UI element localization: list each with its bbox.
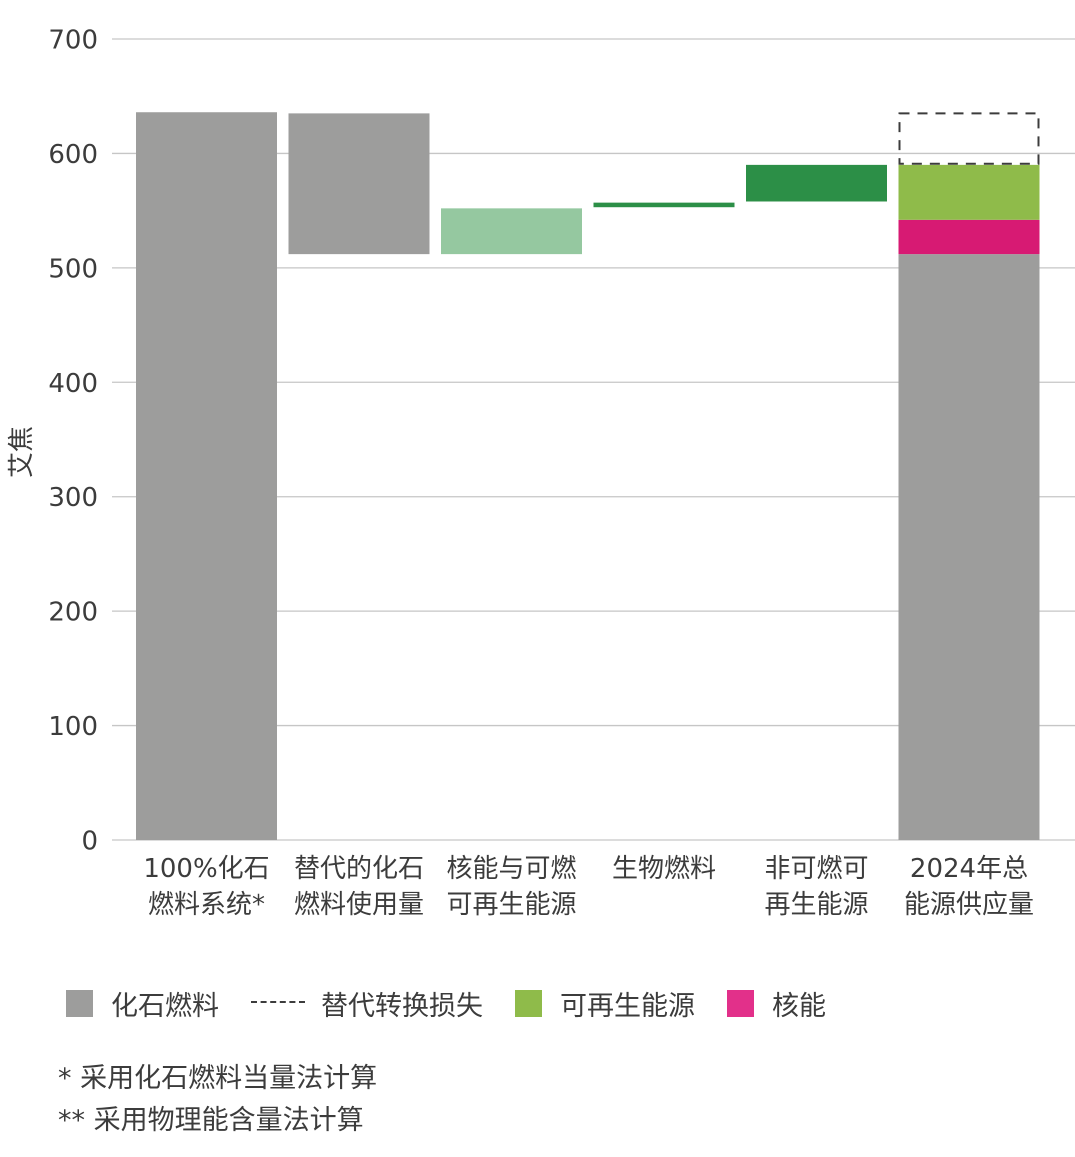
category-label: 非可燃可 [764,854,868,884]
y-tick-label: 500 [48,254,98,284]
footnote-2: ** 采用物理能含量法计算 [58,1105,364,1136]
y-axis-ticks: 0 100 200 300 400 500 600 700 [48,26,98,857]
bar-segment [898,254,1040,840]
legend-item-fossil: 化石燃料 [66,984,219,1023]
y-tick-label: 400 [48,369,98,399]
legend-swatch-renewables [515,989,542,1017]
category-label: 核能与可燃 [446,854,576,884]
legend-label-renewables: 可再生能源 [560,990,695,1022]
category-label: 可再生能源 [446,890,576,920]
bar-segment [898,164,1040,220]
category-label: 生物燃料 [612,854,716,884]
legend-label-conversion-loss: 替代转换损失 [321,990,483,1022]
category-label: 2024年总 [910,854,1028,884]
legend-label-fossil: 化石燃料 [111,990,219,1022]
bar [288,113,430,255]
category-label: 100%化石 [143,854,269,884]
bar [136,112,277,841]
bars [136,112,1040,841]
legend-swatch-nuclear [727,989,754,1017]
legend-item-renewables: 可再生能源 [515,984,695,1023]
legend-item-conversion-loss: 替代转换损失 [251,984,483,1023]
category-label: 燃料系统* [148,890,265,920]
y-tick-label: 200 [48,598,98,628]
category-label: 能源供应量 [904,890,1034,920]
category-label: 燃料使用量 [294,890,424,920]
bar [441,208,582,255]
conversion-loss-dashed-box [898,112,1040,165]
y-tick-label: 700 [48,26,98,56]
y-tick-label: 600 [48,140,98,170]
category-label: 再生能源 [764,890,868,920]
footnote-1: * 采用化石燃料当量法计算 [58,1063,378,1094]
legend: 化石燃料 替代转换损失 可再生能源 核能 [66,983,858,1023]
legend-item-nuclear: 核能 [727,984,826,1023]
y-axis-label: 艾焦 [7,426,37,478]
y-tick-label: 100 [48,712,98,742]
legend-dash-line [251,1001,305,1005]
legend-swatch-fossil [66,989,93,1017]
y-tick-label: 300 [48,483,98,513]
bar-segment [898,219,1040,255]
y-tick-label: 0 [81,827,98,857]
category-label: 替代的化石 [294,854,424,884]
bar [593,202,735,208]
bar [746,164,887,202]
legend-label-nuclear: 核能 [772,990,826,1022]
